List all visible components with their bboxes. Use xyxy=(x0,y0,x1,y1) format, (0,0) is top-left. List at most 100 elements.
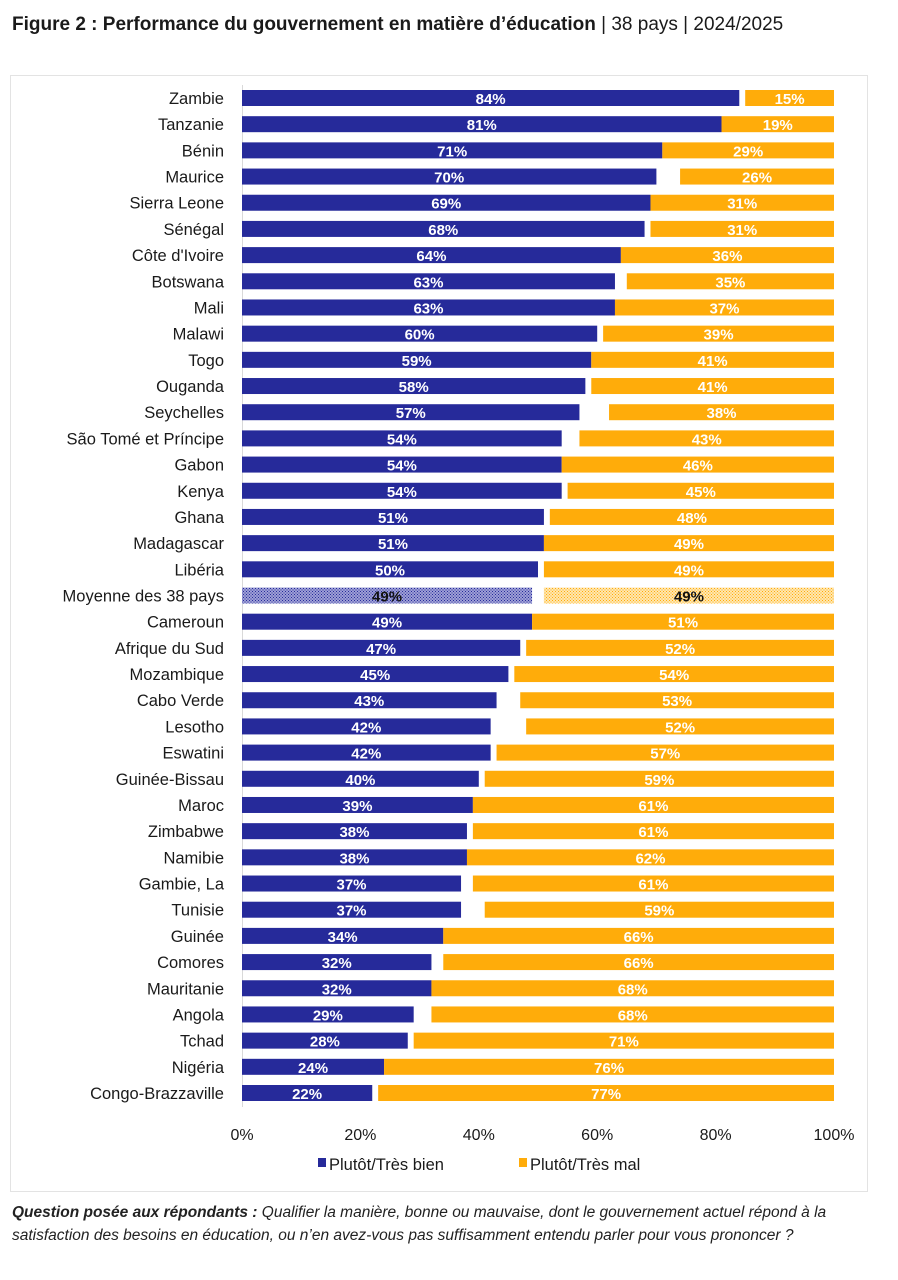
bar-row: Nigéria 24% 76% xyxy=(172,1058,834,1077)
category-label: Gabon xyxy=(174,457,224,475)
bar-bad-label: 49% xyxy=(674,536,704,553)
bar-bad-label: 19% xyxy=(763,117,793,134)
category-label: Congo-Brazzaville xyxy=(90,1085,224,1103)
category-label: Guinée-Bissau xyxy=(116,771,224,789)
bar-row: Côte d'Ivoire 64% 36% xyxy=(132,247,834,265)
bar-bad-label: 59% xyxy=(644,772,674,789)
bar-row: Comores 32% 66% xyxy=(157,954,834,972)
bar-bad-label: 31% xyxy=(727,222,757,239)
x-tick-label: 100% xyxy=(814,1127,855,1144)
chart-frame xyxy=(10,75,868,1192)
category-label: Guinée xyxy=(171,928,224,946)
bar-good xyxy=(242,823,467,840)
stacked-bar-chart: Zambie 84% 15% Tanzanie 81% 19% Bénin 71% 29% Mau… xyxy=(63,85,855,1174)
bar-bad xyxy=(514,666,834,683)
category-label: Tanzanie xyxy=(158,116,224,134)
bar-good-label: 45% xyxy=(360,667,390,684)
bar-good xyxy=(242,875,462,892)
x-tick-label: 80% xyxy=(700,1127,732,1144)
category-label: Angola xyxy=(173,1006,225,1024)
bar-good-label: 37% xyxy=(337,877,367,894)
category-label: Bénin xyxy=(182,142,224,160)
bar-good xyxy=(242,508,544,525)
bar-bad xyxy=(384,1058,834,1075)
bar-row: Kenya 54% 45% xyxy=(177,482,834,501)
category-label: Mauritanie xyxy=(147,980,224,998)
category-label: Ghana xyxy=(174,509,224,527)
bar-good-label: 51% xyxy=(378,536,408,553)
bar-bad xyxy=(567,482,834,499)
bar-good xyxy=(242,796,473,813)
bar-good xyxy=(242,456,562,473)
bar-good-label: 54% xyxy=(387,458,417,475)
bar-good-label: 57% xyxy=(396,405,426,422)
bar-good-label: 38% xyxy=(339,850,369,867)
bar-bad-label: 43% xyxy=(692,431,722,448)
legend-swatch xyxy=(519,1158,527,1167)
bar-bad-label: 15% xyxy=(775,91,805,108)
bar-good-label: 68% xyxy=(428,222,458,239)
question-note-text: Qualifier la manière, bonne ou mauvaise,… xyxy=(12,1204,827,1244)
bar-good-label: 42% xyxy=(351,746,381,763)
bar-good xyxy=(242,587,533,604)
bar-bad xyxy=(378,1085,834,1101)
bar-row: Ghana 51% 48% xyxy=(174,508,834,527)
bar-good xyxy=(242,613,533,630)
bar-row: Zimbabwe 38% 61% xyxy=(148,823,834,841)
bar-bad-label: 61% xyxy=(638,877,668,894)
bar-row: Seychelles 57% 38% xyxy=(144,404,834,422)
figure-title-sub: | 38 pays | 2024/2025 xyxy=(595,14,784,35)
average-row: Moyenne des 38 pays 49% 49% xyxy=(63,587,834,606)
bar-bad xyxy=(472,823,834,840)
bar-bad xyxy=(614,299,834,316)
category-label: Libéria xyxy=(174,561,224,579)
bar-good xyxy=(242,247,621,264)
category-label: Cameroun xyxy=(147,614,224,632)
bar-good xyxy=(242,849,467,866)
bar-row: Cameroun 49% 51% xyxy=(147,613,834,632)
bar-good-label: 63% xyxy=(413,300,443,317)
bar-bad-label: 38% xyxy=(707,405,737,422)
bar-good xyxy=(242,1032,408,1049)
bar-bad-label: 49% xyxy=(674,562,704,579)
bar-bad xyxy=(526,718,834,735)
category-label: Zimbabwe xyxy=(148,823,224,841)
bar-bad xyxy=(680,168,834,185)
bar-good xyxy=(242,378,586,395)
legend: Plutôt/Très bien Plutôt/Très mal xyxy=(318,1156,640,1174)
bar-bad-label: 61% xyxy=(638,798,668,815)
bar-good xyxy=(242,90,740,106)
bar-good xyxy=(242,770,479,787)
x-tick-label: 40% xyxy=(463,1127,495,1144)
category-label: Tunisie xyxy=(171,902,224,920)
bar-good xyxy=(242,482,562,499)
bar-row: Libéria 50% 49% xyxy=(174,561,834,579)
bar-bad-label: 52% xyxy=(665,719,695,736)
bar-good xyxy=(242,168,657,185)
bar-good-label: 54% xyxy=(387,484,417,501)
bar-bad xyxy=(603,325,834,342)
category-label: Moyenne des 38 pays xyxy=(63,588,224,606)
bar-row: Angola 29% 68% xyxy=(173,1006,834,1024)
bar-good-label: 47% xyxy=(366,641,396,658)
bar-good-label: 58% xyxy=(399,379,429,396)
bar-row: Bénin 71% 29% xyxy=(182,142,834,160)
bar-bad xyxy=(579,430,834,447)
category-label: Malawi xyxy=(173,326,224,344)
bar-row: Togo 59% 41% xyxy=(188,351,834,370)
bar-good-label: 69% xyxy=(431,196,461,213)
bar-good-label: 28% xyxy=(310,1034,340,1051)
category-label: Zambie xyxy=(169,90,224,108)
bar-bad-label: 76% xyxy=(594,1060,624,1077)
bar-good-label: 81% xyxy=(467,117,497,134)
bar-bad xyxy=(745,90,834,106)
bar-good xyxy=(242,299,615,316)
bar-good-label: 22% xyxy=(292,1086,322,1103)
bar-row: Mali 63% 37% xyxy=(194,299,834,317)
category-label: Lesotho xyxy=(165,718,224,736)
category-label: Comores xyxy=(157,954,224,972)
bar-good-label: 29% xyxy=(313,1007,343,1024)
bar-row: Namibie 38% 62% xyxy=(163,849,834,867)
bar-good xyxy=(242,1006,414,1023)
category-label: Côte d'Ivoire xyxy=(132,247,224,265)
